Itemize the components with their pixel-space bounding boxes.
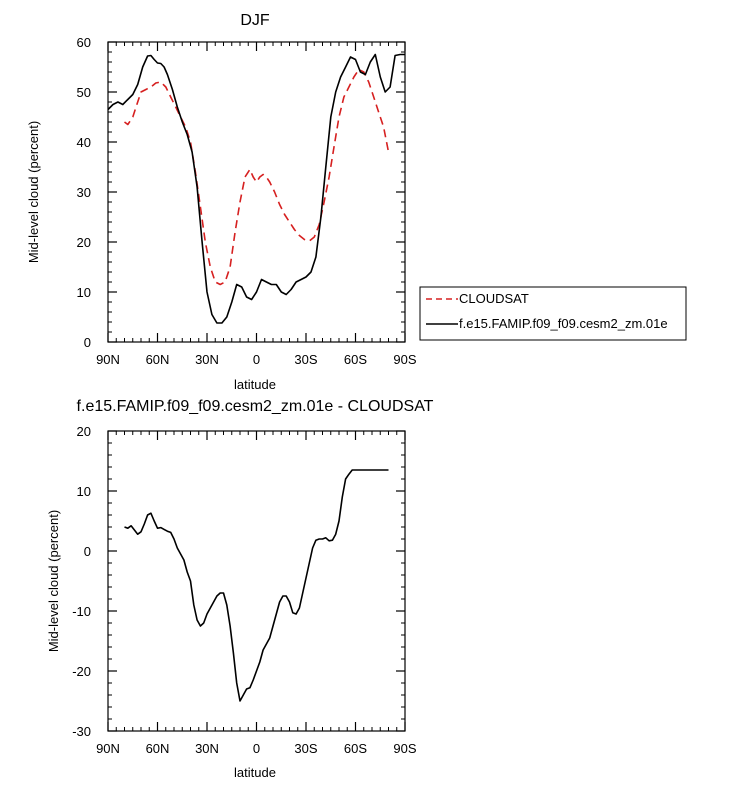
series-line-0-0 [124,68,390,286]
legend-box [419,286,687,341]
x-tick-label: 30N [195,741,219,756]
y-tick-label: 0 [84,335,91,350]
y-tick-label: -30 [72,724,91,739]
bottom-y-axis-label: Mid-level cloud (percent) [46,510,61,652]
bottom-chart-title: f.e15.FAMIP.f09_f09.cesm2_zm.01e - CLOUD… [77,398,434,415]
bottom-plot-area: 90N 60N 30N 0 30S 60S 90S -30 -20 -10 0 10 20 [72,424,417,756]
y-tick-label: 40 [77,135,91,150]
x-tick-label: 90N [96,741,120,756]
top-legend: CLOUDSAT f.e15.FAMIP.f09_f09.cesm2_zm.01… [419,286,687,341]
top-x-axis-label: latitude [234,377,276,392]
legend-label-model: f.e15.FAMIP.f09_f09.cesm2_zm.01e [459,316,668,331]
bottom-x-axis-label: latitude [234,765,276,780]
y-tick-label: 20 [77,424,91,439]
top-panel: DJF 90N 60N 30N 0 30S 60S 90S 0 10 20 30 40 50 60 lat… [26,12,417,392]
y-tick-label: 60 [77,35,91,50]
plot-frame [107,41,406,343]
top-y-axis-label: Mid-level cloud (percent) [26,121,41,263]
y-tick-label: 30 [77,185,91,200]
x-tick-label: 0 [253,352,260,367]
y-tick-label: 10 [77,285,91,300]
x-tick-label: 60S [344,352,367,367]
x-tick-label: 0 [253,741,260,756]
series-line-0-1 [107,53,405,324]
y-tick-label: -20 [72,664,91,679]
y-tick-label: 0 [84,544,91,559]
top-plot-area: 90N 60N 30N 0 30S 60S 90S 0 10 20 30 40 50 60 [77,35,417,367]
y-tick-label: 10 [77,484,91,499]
x-tick-label: 30S [294,352,317,367]
legend-label-cloudsat: CLOUDSAT [459,291,529,306]
x-tick-label: 30S [294,741,317,756]
x-tick-label: 60S [344,741,367,756]
y-tick-label: 20 [77,235,91,250]
x-tick-label: 90S [393,352,416,367]
y-tick-label: 50 [77,85,91,100]
y-tick-label: -10 [72,604,91,619]
x-tick-label: 60N [146,352,170,367]
x-tick-label: 90N [96,352,120,367]
x-tick-label: 30N [195,352,219,367]
bottom-panel: f.e15.FAMIP.f09_f09.cesm2_zm.01e - CLOUD… [46,398,434,780]
x-tick-label: 90S [393,741,416,756]
plot-frame [107,430,406,732]
x-tick-label: 60N [146,741,170,756]
series-line-1-0 [124,469,389,702]
top-chart-title: DJF [240,12,270,29]
